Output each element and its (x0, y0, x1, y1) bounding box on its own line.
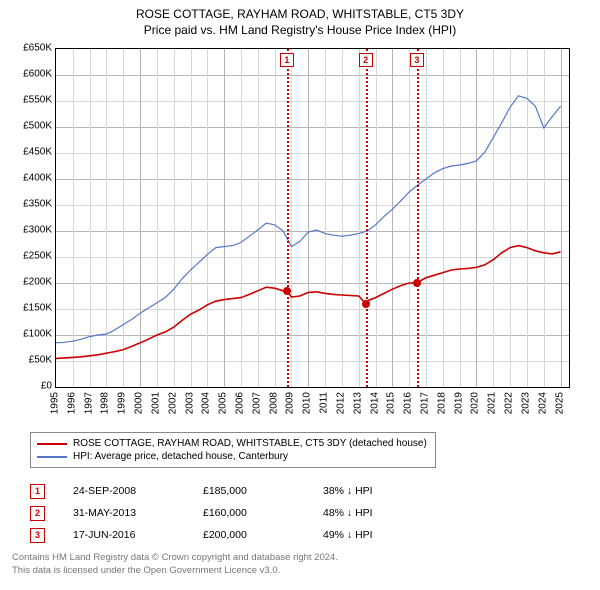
series-line (56, 96, 561, 343)
x-axis-label: 2013 (352, 392, 363, 414)
legend-label: ROSE COTTAGE, RAYHAM ROAD, WHITSTABLE, C… (73, 438, 427, 449)
table-row: 1 24-SEP-2008£185,00038% ↓ HPI (30, 480, 443, 502)
title-block: ROSE COTTAGE, RAYHAM ROAD, WHITSTABLE, C… (0, 0, 600, 38)
x-axis-label: 2018 (436, 392, 447, 414)
y-axis-label: £450K (6, 147, 52, 158)
y-axis-label: £100K (6, 329, 52, 340)
x-axis-label: 2012 (335, 392, 346, 414)
marker-number-box: 1 (280, 53, 294, 67)
table-price: £160,000 (203, 507, 323, 519)
y-axis-label: £650K (6, 43, 52, 54)
x-axis-label: 1998 (100, 392, 111, 414)
x-axis-label: 2010 (302, 392, 313, 414)
title-line-1: ROSE COTTAGE, RAYHAM ROAD, WHITSTABLE, C… (0, 6, 600, 22)
table-delta: 49% ↓ HPI (323, 529, 443, 541)
table-price: £185,000 (203, 485, 323, 497)
table-marker-box: 3 (30, 528, 45, 543)
x-axis-label: 2014 (369, 392, 380, 414)
x-axis-label: 2025 (554, 392, 565, 414)
legend-row: HPI: Average price, detached house, Cant… (37, 450, 427, 463)
y-axis-label: £500K (6, 121, 52, 132)
y-axis-label: £150K (6, 303, 52, 314)
x-axis-label: 2007 (251, 392, 262, 414)
x-axis-label: 2004 (201, 392, 212, 414)
y-axis-label: £600K (6, 69, 52, 80)
x-axis-label: 2005 (218, 392, 229, 414)
y-axis-label: £250K (6, 251, 52, 262)
y-axis-label: £300K (6, 225, 52, 236)
x-axis-label: 2023 (520, 392, 531, 414)
y-axis-label: £550K (6, 95, 52, 106)
x-axis-label: 2003 (184, 392, 195, 414)
marker-vertical-line (287, 49, 289, 387)
x-axis-label: 2002 (167, 392, 178, 414)
marker-dot (413, 279, 421, 287)
legend-row: ROSE COTTAGE, RAYHAM ROAD, WHITSTABLE, C… (37, 437, 427, 450)
x-axis-label: 1996 (66, 392, 77, 414)
x-axis-label: 2011 (319, 392, 330, 414)
x-axis-label: 2017 (420, 392, 431, 414)
x-axis-label: 1999 (117, 392, 128, 414)
x-axis-label: 2022 (504, 392, 515, 414)
table-row: 2 31-MAY-2013£160,00048% ↓ HPI (30, 502, 443, 524)
footer-line-1: Contains HM Land Registry data © Crown c… (12, 552, 338, 565)
table-row: 3 17-JUN-2016£200,00049% ↓ HPI (30, 524, 443, 546)
y-axis-label: £400K (6, 173, 52, 184)
x-axis-label: 2016 (403, 392, 414, 414)
y-axis-label: £50K (6, 355, 52, 366)
x-axis-label: 2009 (285, 392, 296, 414)
table-delta: 48% ↓ HPI (323, 507, 443, 519)
x-axis-label: 2001 (150, 392, 161, 414)
marker-dot (283, 287, 291, 295)
series-line (56, 246, 561, 359)
legend-swatch (37, 456, 67, 458)
x-axis-label: 2015 (386, 392, 397, 414)
title-line-2: Price paid vs. HM Land Registry's House … (0, 22, 600, 38)
legend-box: ROSE COTTAGE, RAYHAM ROAD, WHITSTABLE, C… (30, 432, 436, 468)
table-date: 31-MAY-2013 (73, 507, 203, 519)
marker-vertical-line (417, 49, 419, 387)
marker-vertical-line (366, 49, 368, 387)
table-marker-box: 2 (30, 506, 45, 521)
table-delta: 38% ↓ HPI (323, 485, 443, 497)
marker-number-box: 2 (359, 53, 373, 67)
x-axis-label: 2020 (470, 392, 481, 414)
x-axis-label: 2008 (268, 392, 279, 414)
x-axis-label: 2006 (235, 392, 246, 414)
table-date: 17-JUN-2016 (73, 529, 203, 541)
table-marker-box: 1 (30, 484, 45, 499)
marker-number-box: 3 (410, 53, 424, 67)
chart-root: ROSE COTTAGE, RAYHAM ROAD, WHITSTABLE, C… (0, 0, 600, 590)
legend-swatch (37, 443, 67, 445)
x-axis-label: 2019 (453, 392, 464, 414)
footer-line-2: This data is licensed under the Open Gov… (12, 565, 338, 578)
x-axis-label: 1995 (50, 392, 61, 414)
y-axis-label: £350K (6, 199, 52, 210)
legend-label: HPI: Average price, detached house, Cant… (73, 451, 288, 462)
sales-table: 1 24-SEP-2008£185,00038% ↓ HPI 2 31-MAY-201… (30, 480, 443, 546)
marker-dot (362, 300, 370, 308)
x-axis-label: 2024 (537, 392, 548, 414)
chart-plot-area: 1 2 3 (55, 48, 570, 388)
y-axis-label: £0 (6, 381, 52, 392)
x-axis-label: 1997 (83, 392, 94, 414)
table-price: £200,000 (203, 529, 323, 541)
y-axis-label: £200K (6, 277, 52, 288)
x-axis-label: 2021 (487, 392, 498, 414)
series-svg (56, 49, 569, 387)
footer-text: Contains HM Land Registry data © Crown c… (12, 552, 338, 578)
x-axis-label: 2000 (134, 392, 145, 414)
table-date: 24-SEP-2008 (73, 485, 203, 497)
